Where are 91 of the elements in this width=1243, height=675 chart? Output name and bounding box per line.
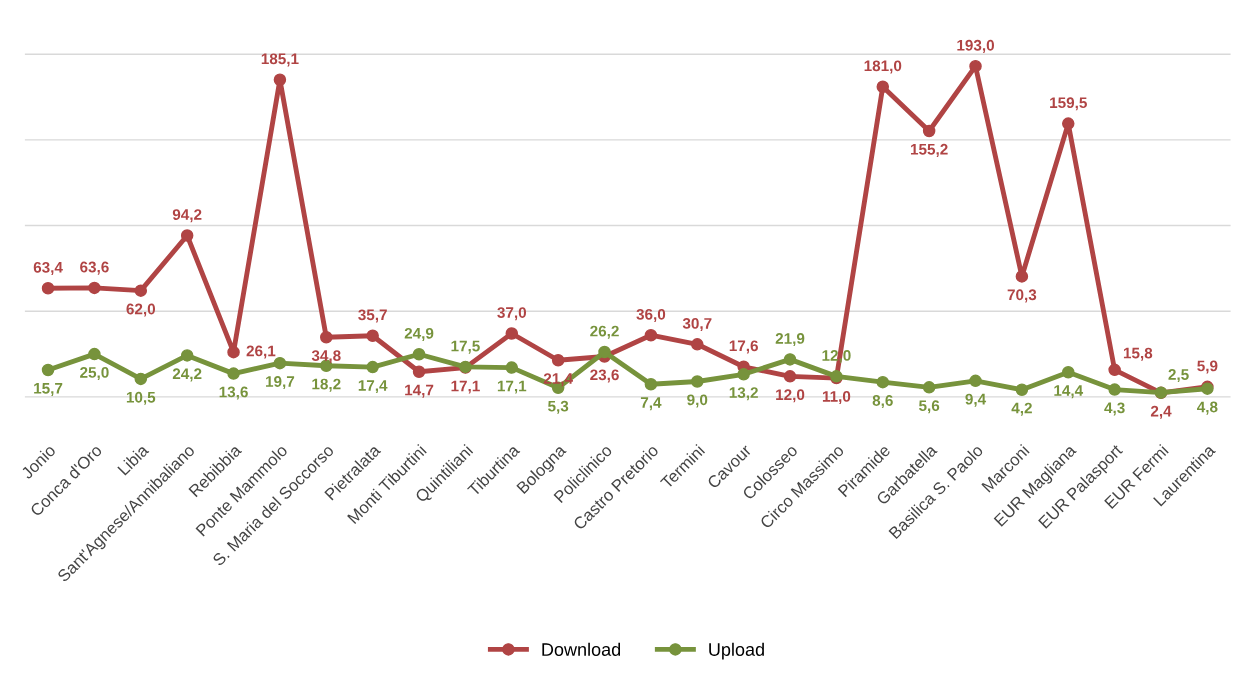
point	[783, 353, 797, 366]
point	[505, 361, 519, 374]
point	[1062, 365, 1075, 379]
data-label: 155,2	[910, 143, 948, 157]
data-label: 15,7	[34, 383, 63, 396]
data-label: 18,2	[312, 378, 341, 392]
point	[1108, 383, 1121, 396]
data-label: 12,0	[776, 389, 805, 403]
point	[1108, 363, 1121, 377]
point	[876, 80, 890, 94]
data-label: 17,6	[729, 340, 758, 354]
data-label: 9,4	[965, 393, 987, 407]
data-label: 37,0	[497, 307, 527, 321]
point	[41, 363, 55, 377]
data-label: 2,4	[1150, 405, 1172, 419]
point	[783, 370, 797, 383]
data-label: 17,1	[451, 380, 480, 394]
point	[180, 349, 194, 362]
data-label: 17,4	[358, 380, 388, 394]
point	[691, 375, 704, 388]
data-label: 8,6	[872, 395, 893, 409]
point	[273, 73, 287, 86]
point	[551, 353, 565, 367]
data-label: 13,2	[729, 387, 758, 401]
data-label: 19,7	[266, 376, 295, 390]
data-label: 2,5	[1168, 369, 1189, 383]
data-label: 35,7	[358, 309, 387, 323]
data-label: 26,1	[246, 345, 276, 359]
data-label: 94,2	[172, 209, 202, 223]
data-label: 5,9	[1197, 360, 1218, 374]
data-label: 24,2	[172, 368, 202, 382]
data-label: 14,4	[1054, 385, 1084, 399]
data-label: 26,2	[590, 325, 619, 339]
point	[644, 377, 658, 391]
data-label: 159,5	[1050, 97, 1087, 111]
point	[1015, 270, 1029, 283]
data-label: 185,1	[261, 53, 299, 67]
point	[737, 368, 750, 381]
data-label: 5,6	[918, 400, 940, 414]
point	[922, 381, 936, 394]
data-label: 23,6	[590, 369, 619, 383]
point	[412, 365, 426, 378]
legend-label: Upload	[709, 642, 764, 660]
data-label: 4,2	[1011, 402, 1032, 416]
data-label: 17,1	[497, 380, 527, 394]
data-label: 62,0	[126, 303, 156, 317]
data-label: 24,9	[404, 327, 434, 341]
data-label: 63,4	[33, 261, 63, 275]
data-label: 193,0	[957, 39, 995, 53]
point	[922, 124, 936, 138]
point	[366, 329, 379, 342]
point	[134, 284, 148, 297]
data-label: 14,7	[405, 384, 434, 398]
point	[598, 345, 611, 359]
point	[412, 347, 426, 361]
data-label: 21,9	[775, 333, 805, 347]
point	[505, 327, 519, 340]
point	[320, 331, 333, 344]
data-label: 15,8	[1123, 347, 1153, 361]
data-label: 7,4	[640, 397, 662, 411]
point	[180, 229, 194, 242]
data-label: 4,3	[1104, 402, 1125, 416]
data-label: 4,8	[1197, 401, 1218, 415]
point	[88, 347, 101, 361]
data-label: 63,6	[80, 261, 109, 275]
data-label: 17,5	[451, 340, 480, 354]
point	[969, 374, 982, 388]
data-label: 5,3	[548, 400, 569, 414]
data-label: 11,0	[822, 390, 851, 405]
point	[134, 372, 148, 386]
data-label: 9,0	[687, 394, 708, 408]
data-label: 70,3	[1007, 289, 1037, 303]
data-label: 13,6	[219, 386, 248, 400]
data-label: 10,5	[126, 391, 156, 405]
point	[644, 328, 658, 342]
data-label: 30,7	[682, 317, 712, 332]
data-label: 181,0	[864, 60, 902, 74]
point	[366, 360, 379, 374]
legend-label: Download	[542, 642, 621, 656]
point	[691, 338, 704, 351]
point	[1015, 383, 1029, 396]
point	[969, 59, 982, 73]
point	[227, 367, 240, 380]
point	[227, 345, 240, 359]
point	[41, 282, 55, 295]
point	[876, 375, 890, 389]
data-label: 25,0	[80, 366, 109, 381]
point	[88, 281, 101, 295]
data-label: 36,0	[636, 308, 666, 322]
point	[1062, 117, 1075, 130]
data-label: 34,8	[311, 350, 341, 364]
